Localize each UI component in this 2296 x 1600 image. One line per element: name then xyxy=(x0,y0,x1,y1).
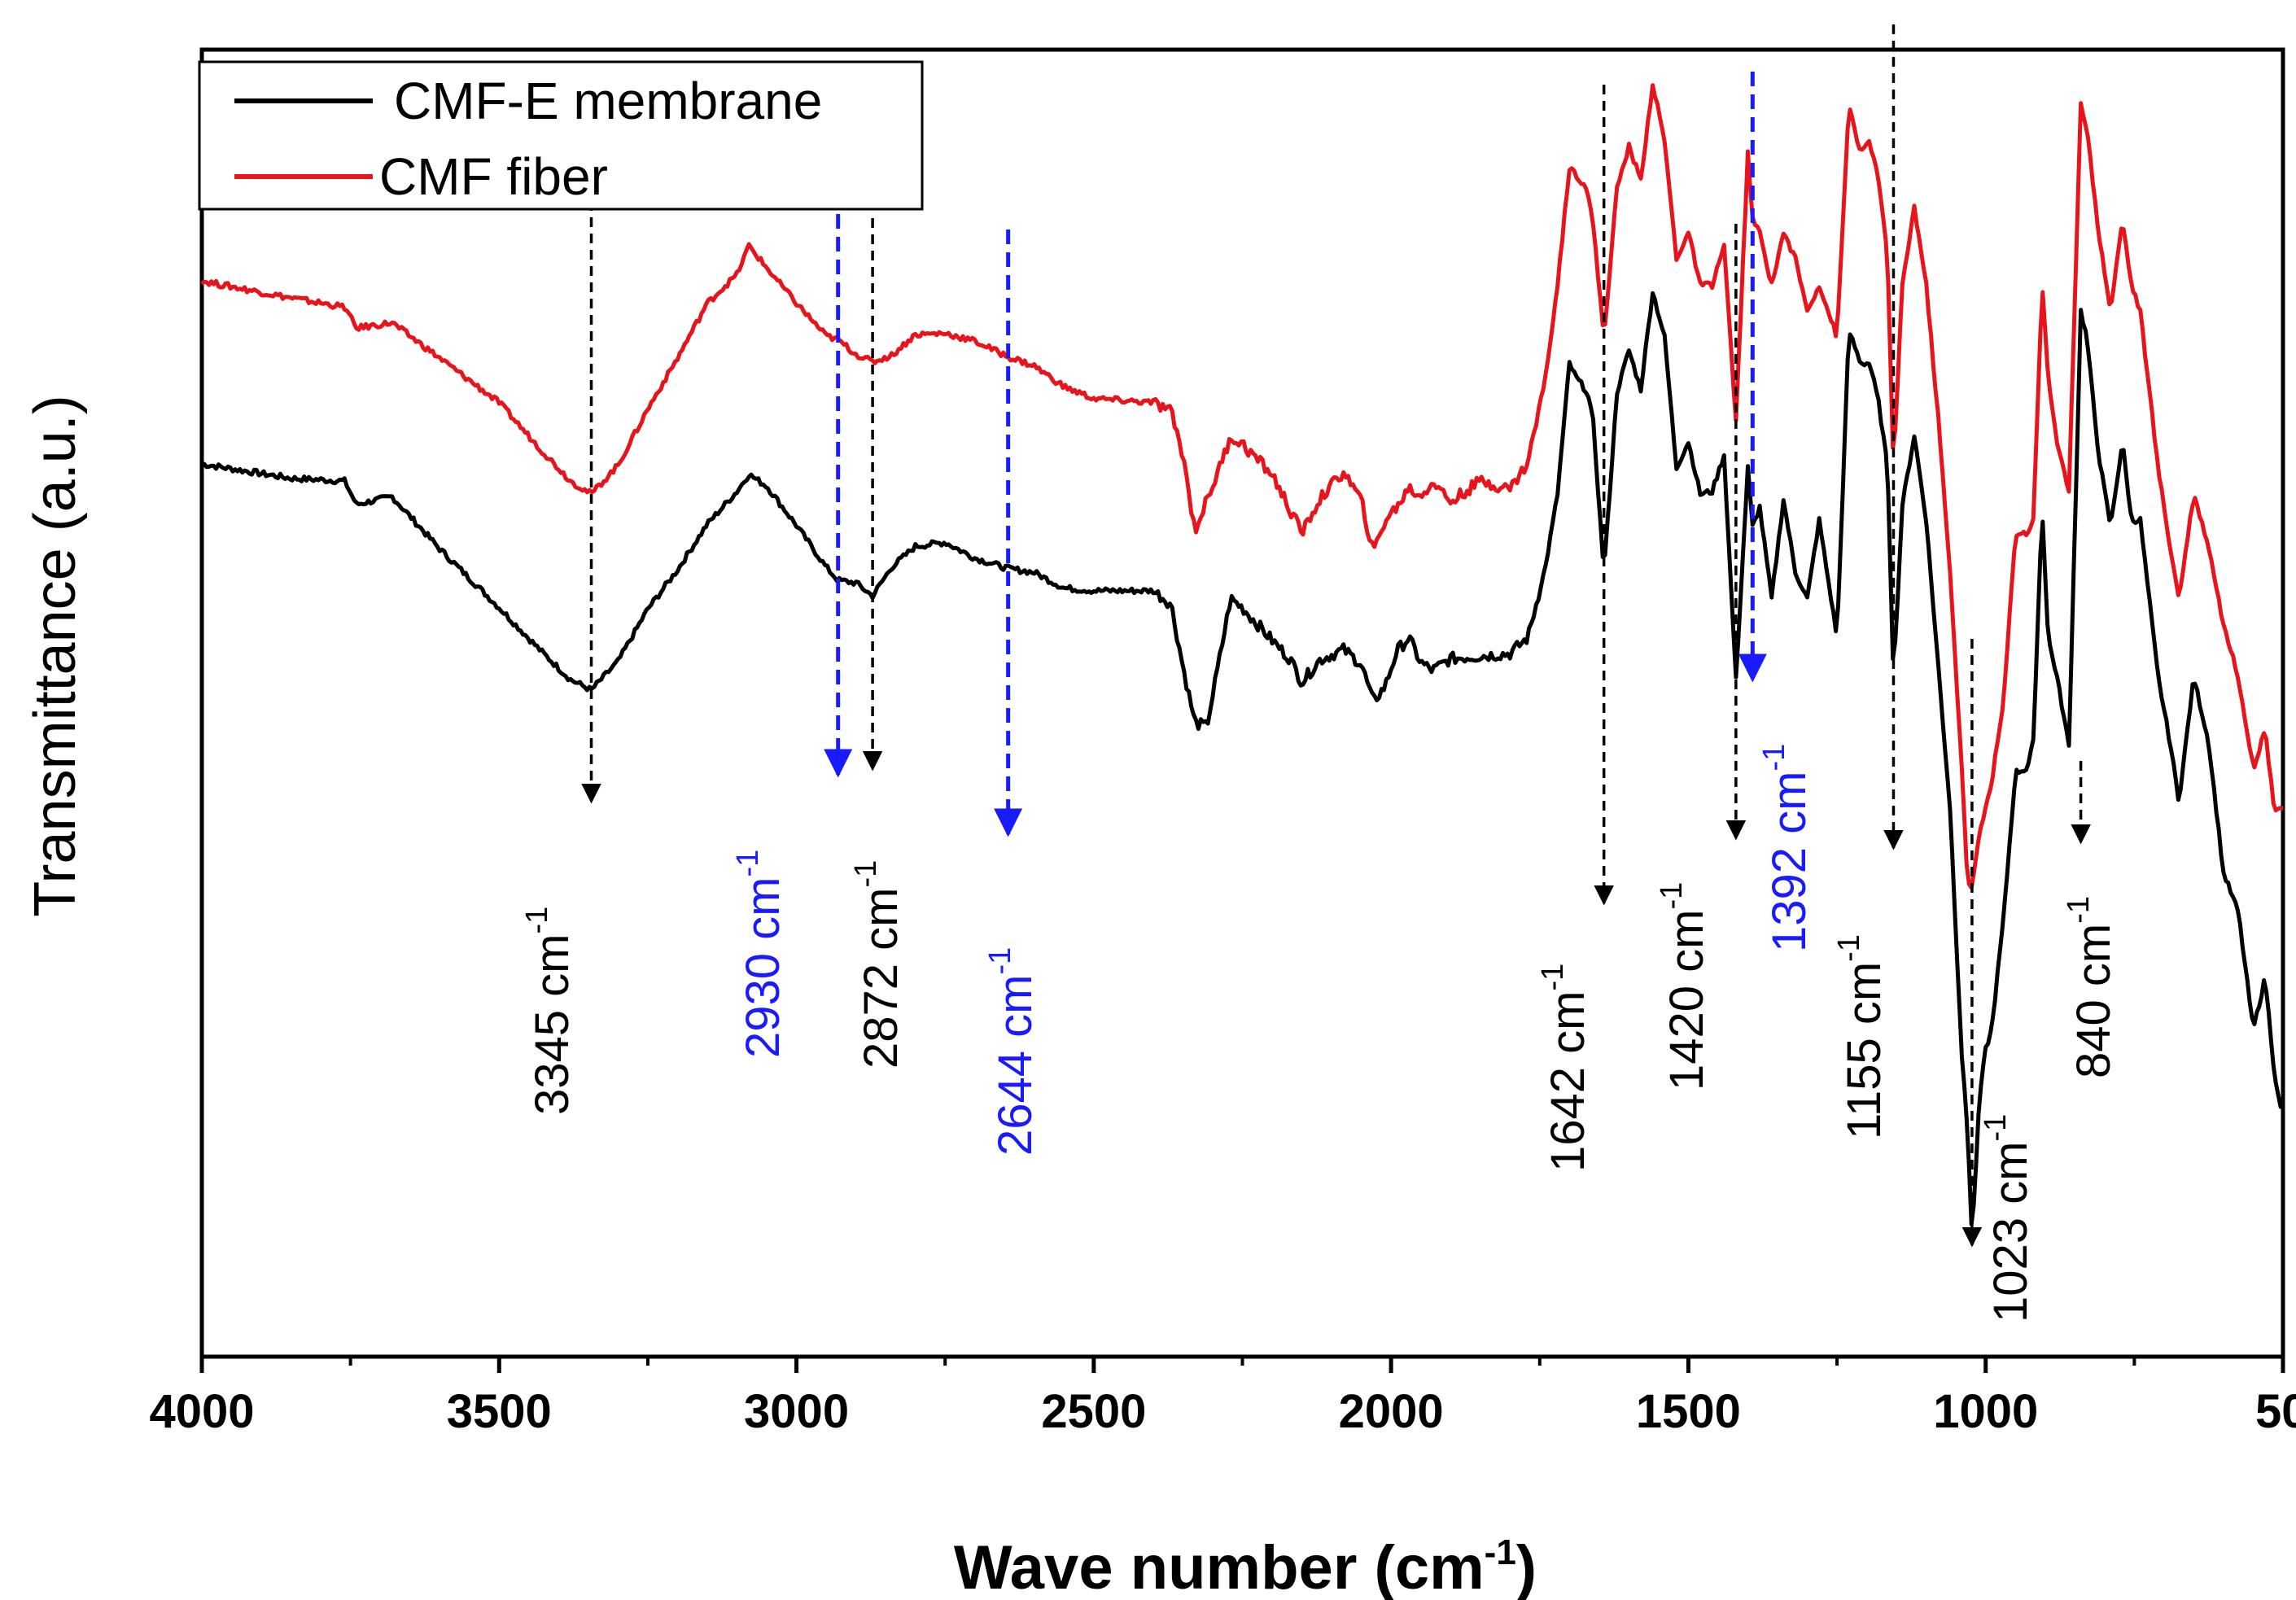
peak-label-value: 1023 cm xyxy=(1984,1142,2037,1322)
x-tick-label: 1500 xyxy=(1636,1385,1741,1438)
x-tick-label: 3000 xyxy=(744,1385,849,1438)
peak-label-value: 840 cm xyxy=(2067,924,2120,1078)
legend: CMF-E membrane CMF fiber xyxy=(198,60,924,211)
peak-label-superscript: -1 xyxy=(849,860,883,888)
peak-label-1642: 1642 cm-1 xyxy=(1536,964,1594,1172)
peak-label-value: 2930 cm xyxy=(737,877,789,1058)
x-tick-label: 1000 xyxy=(1933,1385,2038,1438)
peak-label-value: 1420 cm xyxy=(1660,910,1713,1091)
x-tick-label: 2000 xyxy=(1339,1385,1444,1438)
peak-label-value: 3345 cm xyxy=(526,934,579,1115)
legend-label-fiber: CMF fiber xyxy=(379,147,608,206)
x-axis-label-close: ) xyxy=(1516,1533,1537,1600)
peak-label-superscript: -1 xyxy=(520,907,554,934)
peak-label-value: 2644 cm xyxy=(989,975,1042,1156)
legend-label-membrane: CMF-E membrane xyxy=(394,72,822,130)
peak-label-value: 1642 cm xyxy=(1542,991,1594,1172)
peak-label-superscript: -1 xyxy=(1655,882,1689,910)
x-tick-label: 4000 xyxy=(149,1385,254,1438)
x-tick-label: 2500 xyxy=(1041,1385,1146,1438)
series-line-cmf-e-membrane xyxy=(201,291,2284,1226)
peak-label-1392: 1392 cm-1 xyxy=(1757,744,1816,952)
series-line-cmf-fiber xyxy=(200,83,2284,890)
x-axis-label-main: Wave number (cm xyxy=(954,1533,1485,1600)
peak-label-2930: 2930 cm-1 xyxy=(731,850,789,1058)
peak-label-superscript: -1 xyxy=(2062,896,2096,924)
peak-label-value: 1392 cm xyxy=(1763,772,1816,952)
x-tick-label: 3500 xyxy=(447,1385,552,1438)
peak-label-2872: 2872 cm-1 xyxy=(849,860,907,1069)
peak-label-3345: 3345 cm-1 xyxy=(520,907,579,1115)
peak-label-1023: 1023 cm-1 xyxy=(1979,1114,2037,1322)
peak-label-superscript: -1 xyxy=(1832,934,1866,962)
peak-label-value: 2872 cm xyxy=(855,888,907,1069)
x-axis-label-sup: -1 xyxy=(1485,1532,1516,1572)
peak-label-superscript: -1 xyxy=(1757,744,1791,772)
peak-label-superscript: -1 xyxy=(1979,1114,2013,1142)
legend-box xyxy=(198,60,924,211)
y-axis-label: Transmittance (a.u.) xyxy=(23,395,88,917)
peak-label-superscript: -1 xyxy=(731,850,765,877)
x-tick-label: 50 xyxy=(2255,1385,2296,1438)
x-axis-ticks: 4000 3500 3000 2500 2000 1500 1000 50 xyxy=(149,1357,2296,1438)
peak-label-superscript: -1 xyxy=(983,947,1017,975)
peak-label-2644: 2644 cm-1 xyxy=(983,947,1042,1156)
peak-label-value: 1155 cm xyxy=(1838,962,1891,1139)
peak-label-1420: 1420 cm-1 xyxy=(1655,882,1713,1091)
peak-label-superscript: -1 xyxy=(1536,964,1570,991)
peak-label-1155: 1155 cm-1 xyxy=(1832,934,1891,1139)
peak-label-840: 840 cm-1 xyxy=(2062,896,2120,1078)
x-axis-label: Wave number (cm-1) xyxy=(954,1532,1537,1600)
series-layer xyxy=(200,83,2284,1226)
